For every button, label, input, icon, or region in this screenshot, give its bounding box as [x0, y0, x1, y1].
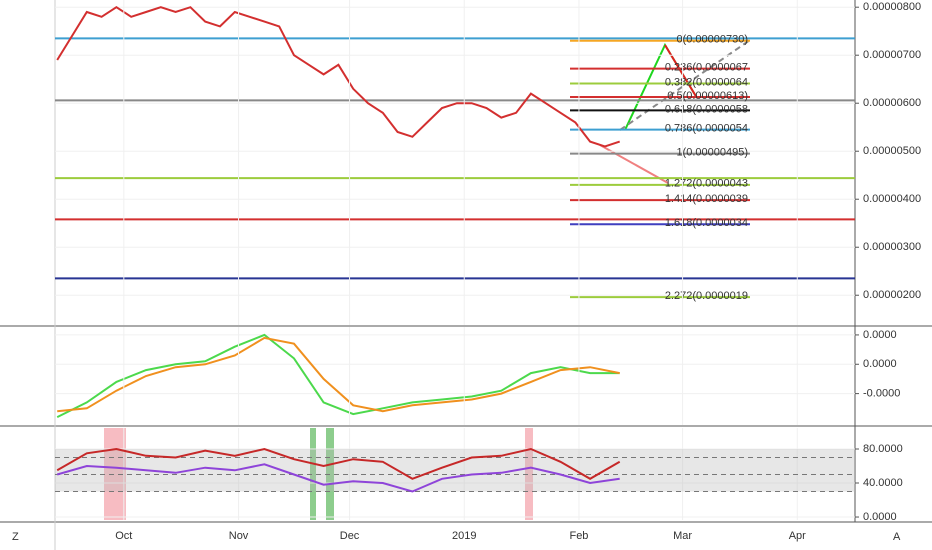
series-line: [56, 6, 621, 148]
highlight: [525, 428, 533, 520]
x-tick-label: Oct: [115, 530, 132, 542]
y-tick-label: 80.0000: [863, 443, 903, 455]
arrow: [664, 44, 698, 99]
x-tick-label: Mar: [673, 530, 692, 542]
series-line: [56, 447, 621, 480]
series-line: [56, 463, 620, 493]
fib-label: 0.786(0.0000054: [665, 123, 748, 135]
fib-label: 2.272(0.0000019: [665, 290, 748, 302]
y-tick-label: 40.0000: [863, 477, 903, 489]
fib-label: 1(0.00000495): [676, 147, 748, 159]
y-tick-label: 0.00000500: [863, 145, 921, 157]
y-tick-label: 0.00000800: [863, 1, 921, 13]
fib-label: 0.5(0.00000613): [667, 90, 748, 102]
highlight: [310, 428, 316, 520]
series-line: [56, 333, 620, 418]
y-tick-label: 0.0000: [863, 511, 897, 523]
y-tick-label: 0.00000200: [863, 289, 921, 301]
corner-button[interactable]: A: [893, 531, 901, 543]
fib-label: 1.618(0.0000034: [665, 217, 748, 229]
x-tick-label: Nov: [229, 530, 249, 542]
y-tick-label: -0.0000: [863, 388, 900, 400]
corner-button[interactable]: Z: [12, 531, 19, 543]
fib-label: 1.272(0.0000043: [665, 178, 748, 190]
y-tick-label: 0.00000400: [863, 193, 921, 205]
series-line: [57, 336, 620, 413]
y-tick-label: 0.00000300: [863, 241, 921, 253]
y-tick-label: 0.00000700: [863, 49, 921, 61]
x-tick-label: Feb: [569, 530, 588, 542]
fib-label: 0(0.00000730): [676, 34, 748, 46]
band: [55, 449, 855, 492]
x-tick-label: Dec: [340, 530, 360, 542]
fib-label: 0.236(0.0000067: [665, 62, 748, 74]
y-tick-label: 0.0000: [863, 329, 897, 341]
fib-label: 1.414(0.0000039: [665, 193, 748, 205]
x-tick-label: Apr: [789, 530, 806, 542]
fib-label: 0.382(0.0000064: [665, 76, 748, 88]
y-tick-label: 0.0000: [863, 358, 897, 370]
fib-label: 0.618(0.0000058: [665, 103, 748, 115]
x-tick-label: 2019: [452, 530, 476, 542]
y-tick-label: 0.00000600: [863, 97, 921, 109]
highlight: [326, 428, 334, 520]
